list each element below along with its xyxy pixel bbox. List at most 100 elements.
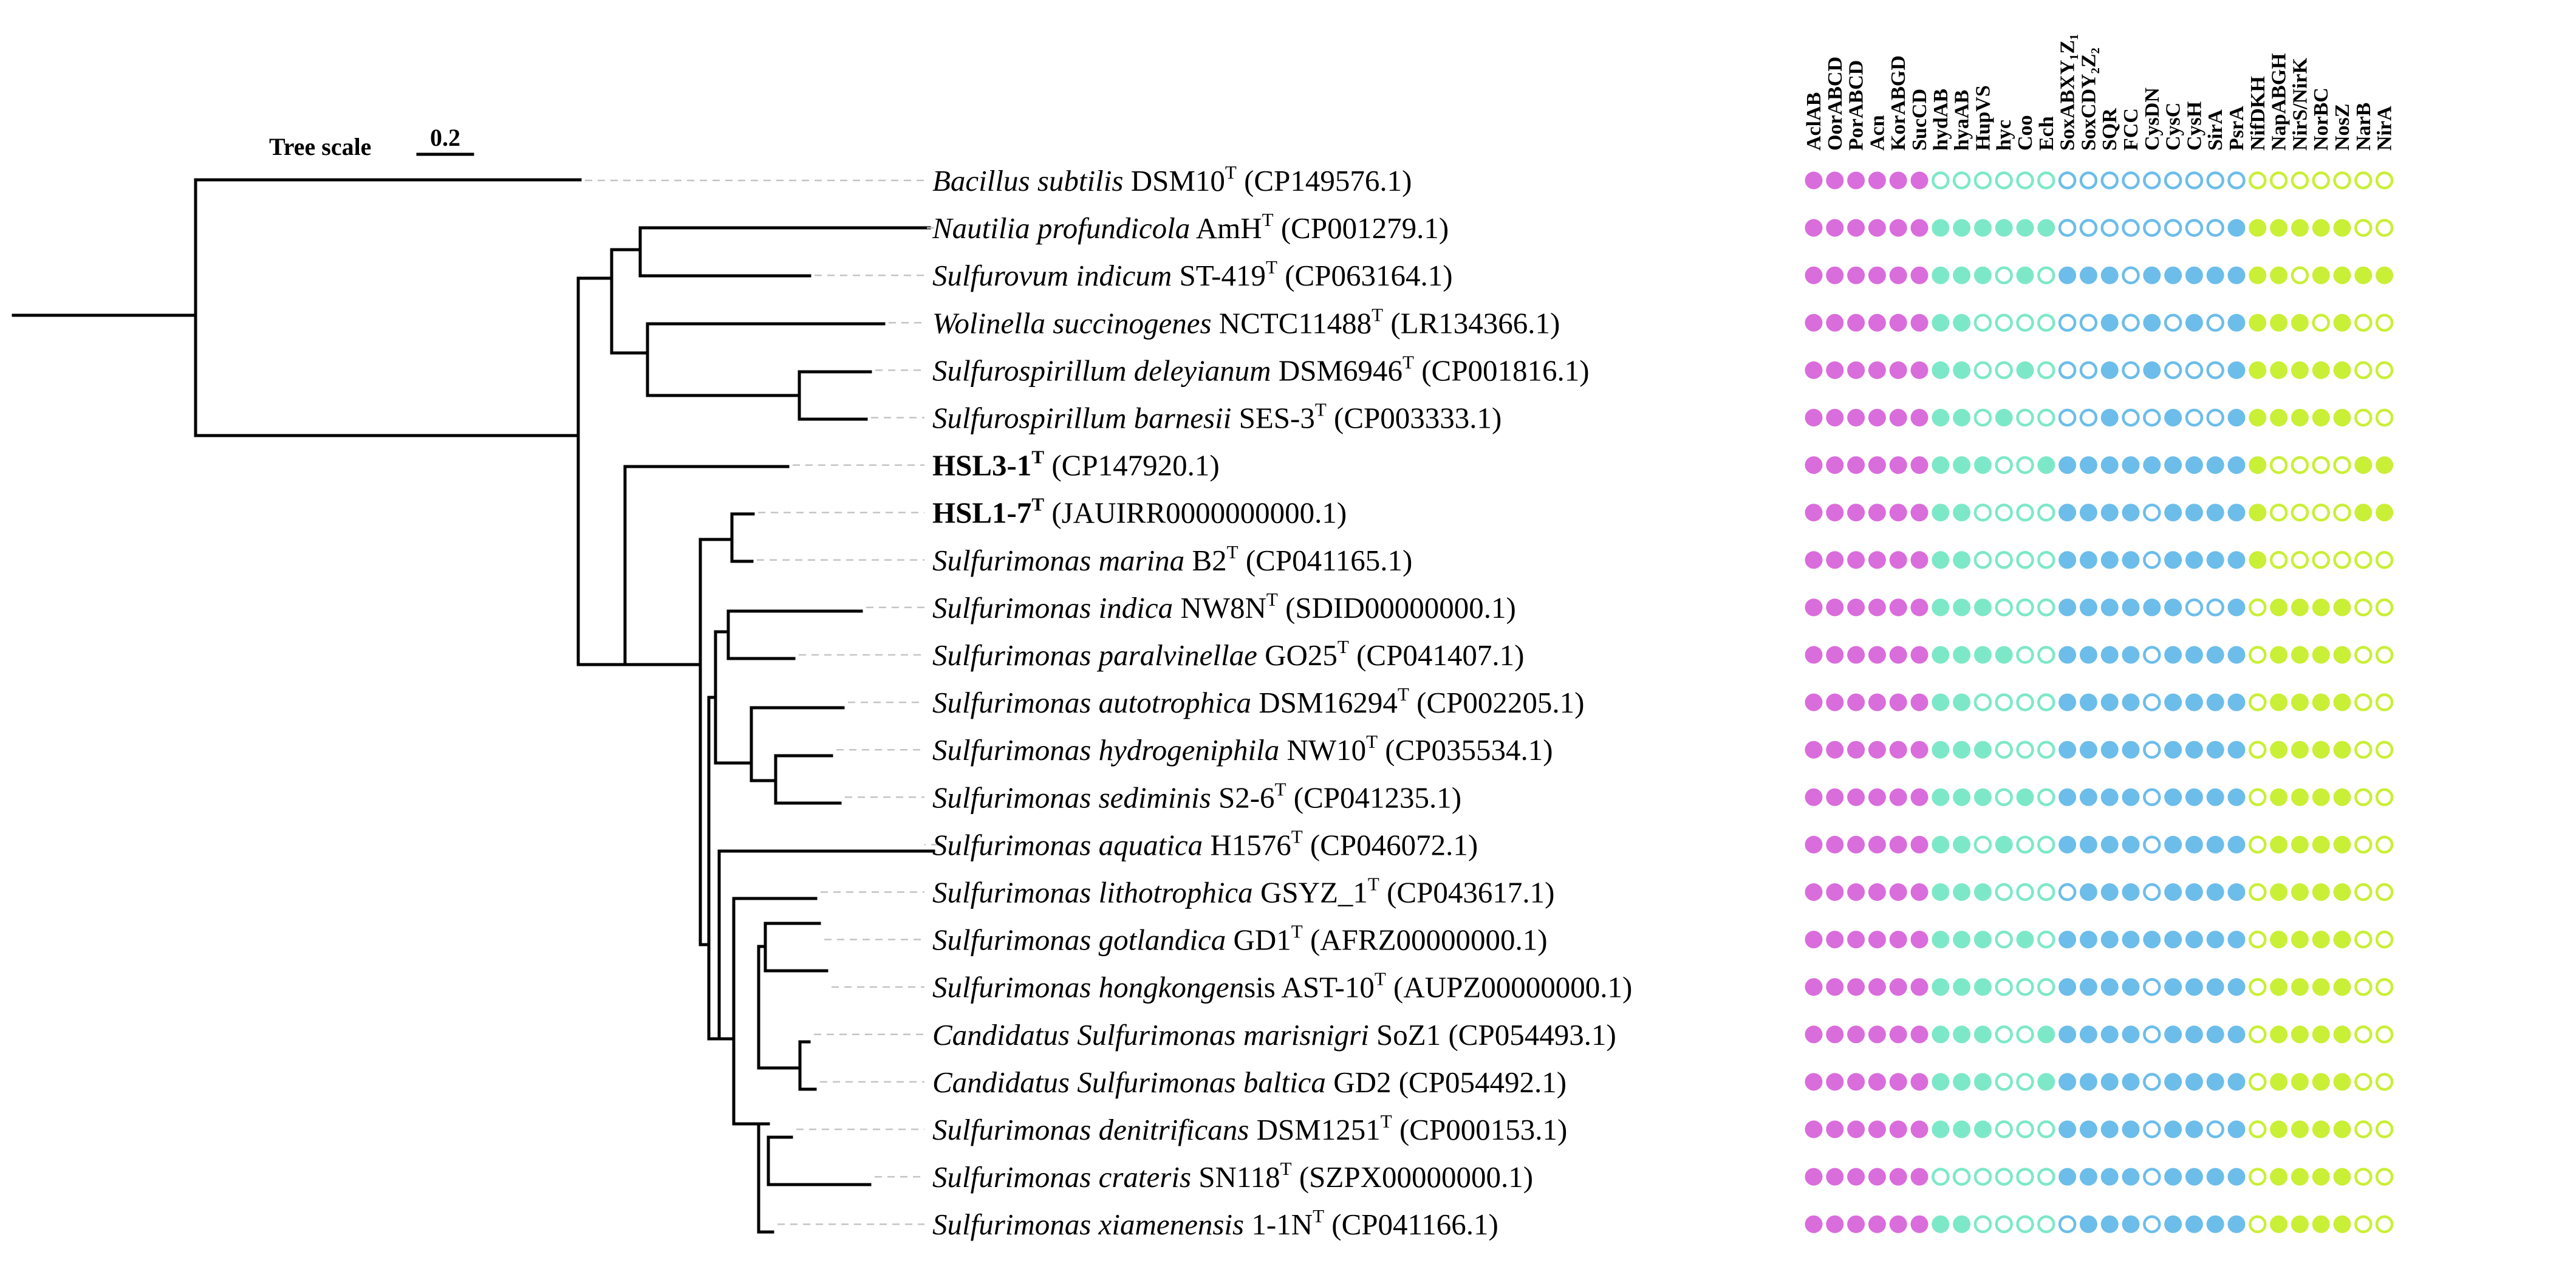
gene-present-dot [2206,883,2224,901]
taxon-label: Sulfurospirillum barnesii SES-3T (CP0033… [932,399,1502,435]
gene-present-dot [2333,313,2351,332]
gene-present-dot [2249,266,2267,284]
type-strain-superscript: T [1372,304,1383,325]
gene-present-dot [1847,456,1865,474]
clade-hydrogeniphila-sediminis-node [774,754,842,805]
gene-present-dot [1973,883,1992,901]
gene-absent-dot [2016,1025,2034,1044]
gene-present-dot [2227,1168,2246,1186]
gene-present-dot [1910,409,1929,426]
gene-present-dot [2079,1215,2097,1233]
gene-present-dot [2058,551,2077,569]
gene-present-dot [2227,219,2246,237]
gene-absent-dot [2291,266,2309,284]
taxon-species-name: Sulfurovum indicum [932,259,1172,292]
gene-present-dot [1805,504,1823,522]
gene-present-dot [1826,171,1844,190]
taxon-species-name: Sulfurimonas sediminis [932,781,1211,814]
taxon-accession: (CP054493.1) [1441,1018,1616,1052]
gene-present-dot [2333,788,2351,806]
gene-present-dot [2058,931,2077,949]
taxon-strain: B2 [1184,544,1226,577]
gene-header: NosZ [2331,104,2354,151]
gene-present-dot [2376,456,2394,474]
taxon-strain: SES-3 [1231,402,1315,435]
gene-present-dot [1889,883,1907,901]
gene-present-dot [1868,456,1886,474]
gene-present-dot [2312,931,2330,949]
gene-present-dot [1953,266,1971,284]
gene-present-dot [1910,266,1929,284]
gene-present-dot [2079,646,2097,664]
type-strain-superscript: T [1398,683,1409,705]
gene-present-dot [1805,978,1823,996]
gene-present-dot [1953,1120,1971,1138]
gene-present-dot [2291,598,2309,617]
gene-present-dot [2164,1025,2182,1044]
gene-present-dot [2249,313,2267,332]
gene-present-dot [2122,1168,2140,1186]
taxon-strain: GD2 [1326,1066,1392,1099]
gene-present-dot [2122,646,2140,664]
taxon-accession: (CP041235.1) [1286,781,1462,814]
gene-absent-dot [2122,361,2140,380]
gene-absent-dot [2037,883,2055,902]
gene-present-dot [1995,219,2013,237]
gene-absent-dot [2249,1073,2267,1091]
gene-present-dot [1847,1073,1865,1091]
gene-absent-dot [1995,456,2013,474]
gene-present-dot [2100,313,2119,332]
gene-present-dot [2206,551,2224,569]
gene-absent-dot [2375,1168,2394,1186]
gene-present-dot [2058,788,2077,806]
taxon-strain: HSL3-1 [932,449,1031,482]
gene-present-dot [1932,931,1950,949]
taxon-label: Sulfurimonas crateris SN118T (SZPX000000… [932,1158,1533,1194]
gene-present-dot [2249,219,2267,237]
gene-present-dot [2206,456,2224,474]
gene-header: Coo [2014,115,2037,151]
gene-absent-dot [2037,835,2055,854]
taxon-species-name: Sulfurimonas autotrophica [932,686,1251,719]
gene-absent-dot [2122,408,2140,427]
gene-present-dot [2227,313,2246,332]
gene-present-dot [2143,361,2161,379]
gene-present-dot [2291,219,2309,237]
gene-present-dot [2122,883,2140,901]
gene-present-dot [2249,361,2267,379]
gene-absent-dot [2312,313,2330,332]
gene-present-dot [1826,409,1844,426]
gene-absent-dot [2375,361,2394,380]
taxon-strain: NW8N [1173,591,1266,624]
taxon-label: Candidatus Sulfurimonas marisnigri SoZ1 … [932,1018,1616,1052]
gene-present-dot [2206,504,2224,522]
taxon-label: Sulfurimonas autotrophica DSM16294T (CP0… [932,683,1584,719]
gene-present-dot [1826,835,1844,854]
gene-absent-dot [1952,1168,1971,1186]
gene-header: KorABGD [1887,55,1910,151]
gene-present-dot [2333,835,2351,854]
type-strain-superscript: T [1275,778,1286,799]
gene-present-dot [1932,741,1950,759]
gene-present-dot [2164,551,2182,569]
type-strain-superscript: T [1225,162,1237,183]
gene-present-dot [1847,1120,1865,1138]
gene-present-dot [2016,266,2034,284]
gene-present-dot [2291,1120,2309,1138]
gene-present-dot [2249,409,2267,426]
gene-present-dot [1889,1025,1907,1044]
leader-lines [585,179,938,1225]
gene-absent-dot [1973,503,1992,522]
gene-present-dot [2333,931,2351,949]
gene-present-dot [1932,978,1950,996]
gene-present-dot [1868,504,1886,522]
taxon-label: Sulfurimonas aquatica H1576T (CP046072.1… [932,826,1478,861]
gene-present-dot [2079,1120,2097,1138]
gene-present-dot [2079,598,2097,617]
taxon-strain: DSM6946 [1271,354,1402,387]
taxon-accession: (CP043617.1) [1379,876,1555,909]
taxon-species-name: Sulfurospirillum barnesii [932,402,1231,435]
gene-absent-dot [2037,788,2055,807]
gene-present-dot [1995,646,2013,664]
taxon-accession: (SDID00000000.1) [1278,591,1516,624]
